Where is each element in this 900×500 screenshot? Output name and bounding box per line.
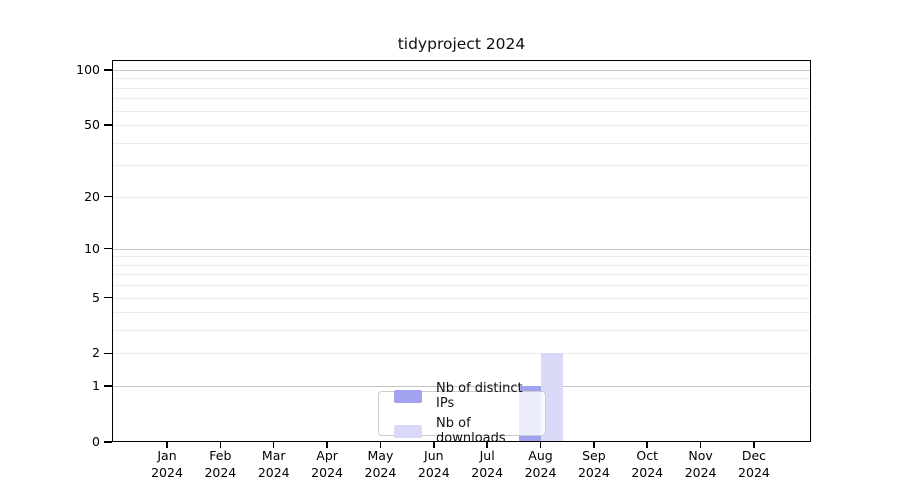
y-gridline-major <box>112 70 811 71</box>
legend-item-downloads: Nb of downloads <box>394 416 539 446</box>
x-tick-label: Feb 2024 <box>204 448 237 480</box>
y-axis-tick <box>104 441 112 443</box>
y-tick-label: 100 <box>76 62 100 77</box>
x-tick-label: Sep 2024 <box>577 448 610 480</box>
y-tick-label: 50 <box>84 117 100 133</box>
y-axis-tick <box>104 69 112 71</box>
x-tick-label: Nov 2024 <box>684 448 717 480</box>
legend-label-downloads: Nb of downloads <box>436 416 506 446</box>
plot-area <box>112 60 811 442</box>
y-gridline-minor <box>112 353 811 355</box>
y-axis-tick <box>104 195 112 198</box>
x-tick-label: Dec 2024 <box>738 448 770 480</box>
x-tick-label: May 2024 <box>364 448 397 480</box>
x-axis-tick <box>166 442 168 448</box>
x-tick-label: Oct 2024 <box>631 448 664 480</box>
y-tick-label: 2 <box>92 345 100 361</box>
y-gridline-minor <box>112 196 811 198</box>
x-tick-label: Jun 2024 <box>417 448 450 480</box>
y-tick-label: 10 <box>84 240 100 256</box>
y-gridline-minor <box>112 98 811 100</box>
legend-label-distinct-ips: Nb of distinct IPs <box>436 381 523 411</box>
x-axis-tick <box>433 442 435 448</box>
y-gridline-minor <box>112 330 811 332</box>
y-gridline-minor <box>112 312 811 314</box>
y-tick-label: 1 <box>92 378 100 394</box>
x-axis-tick <box>539 442 542 448</box>
y-gridline-minor <box>112 264 811 266</box>
y-tick-label: 5 <box>92 289 100 305</box>
x-tick-label: Mar 2024 <box>257 448 290 480</box>
x-tick-label: Apr 2024 <box>311 448 343 480</box>
legend: Nb of distinct IPs Nb of downloads <box>378 381 546 446</box>
x-axis-tick <box>486 442 488 448</box>
y-gridline-minor <box>112 297 811 299</box>
y-gridline-major <box>112 248 811 250</box>
x-tick-label: Aug 2024 <box>524 448 557 480</box>
y-axis-tick <box>104 385 112 387</box>
y-axis-tick <box>104 296 112 299</box>
legend-swatch-downloads-icon <box>394 424 422 438</box>
x-axis-tick <box>699 442 702 448</box>
y-gridline-minor <box>112 87 811 89</box>
y-axis-tick <box>104 247 112 250</box>
x-axis-tick <box>326 442 328 448</box>
y-axis-tick <box>104 352 112 355</box>
x-axis-tick <box>272 442 275 448</box>
x-axis-tick <box>593 442 595 448</box>
legend-item-distinct-ips: Nb of distinct IPs <box>394 381 539 411</box>
y-gridline-minor <box>112 256 811 258</box>
x-axis-tick <box>646 442 648 448</box>
x-tick-label: Jan 2024 <box>151 448 183 480</box>
y-axis-tick <box>104 124 112 126</box>
y-gridline-minor <box>112 165 811 167</box>
y-tick-label: 0 <box>92 434 100 449</box>
x-tick-label: Jul 2024 <box>471 448 504 480</box>
y-gridline-minor <box>112 274 811 276</box>
legend-swatch-distinct-ips-icon <box>394 389 422 403</box>
bar-downloads <box>540 353 563 442</box>
x-axis-tick <box>219 442 222 448</box>
x-axis-tick <box>753 442 755 448</box>
y-gridline-minor <box>112 285 811 287</box>
y-tick-label: 20 <box>84 188 100 204</box>
y-gridline-minor <box>112 110 811 112</box>
x-axis-tick <box>379 442 382 448</box>
y-gridline-minor <box>112 142 811 144</box>
y-gridline-minor <box>112 78 811 80</box>
chart-title: tidyproject 2024 <box>397 35 526 53</box>
y-gridline-major <box>112 386 811 388</box>
y-gridline-minor <box>112 125 811 127</box>
